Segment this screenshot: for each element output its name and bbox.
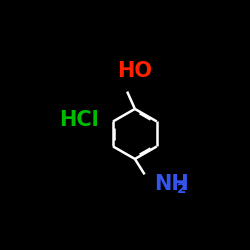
Text: 2: 2 <box>176 182 186 196</box>
Text: HO: HO <box>118 62 152 82</box>
Text: NH: NH <box>154 174 189 194</box>
Text: HCl: HCl <box>59 110 99 130</box>
